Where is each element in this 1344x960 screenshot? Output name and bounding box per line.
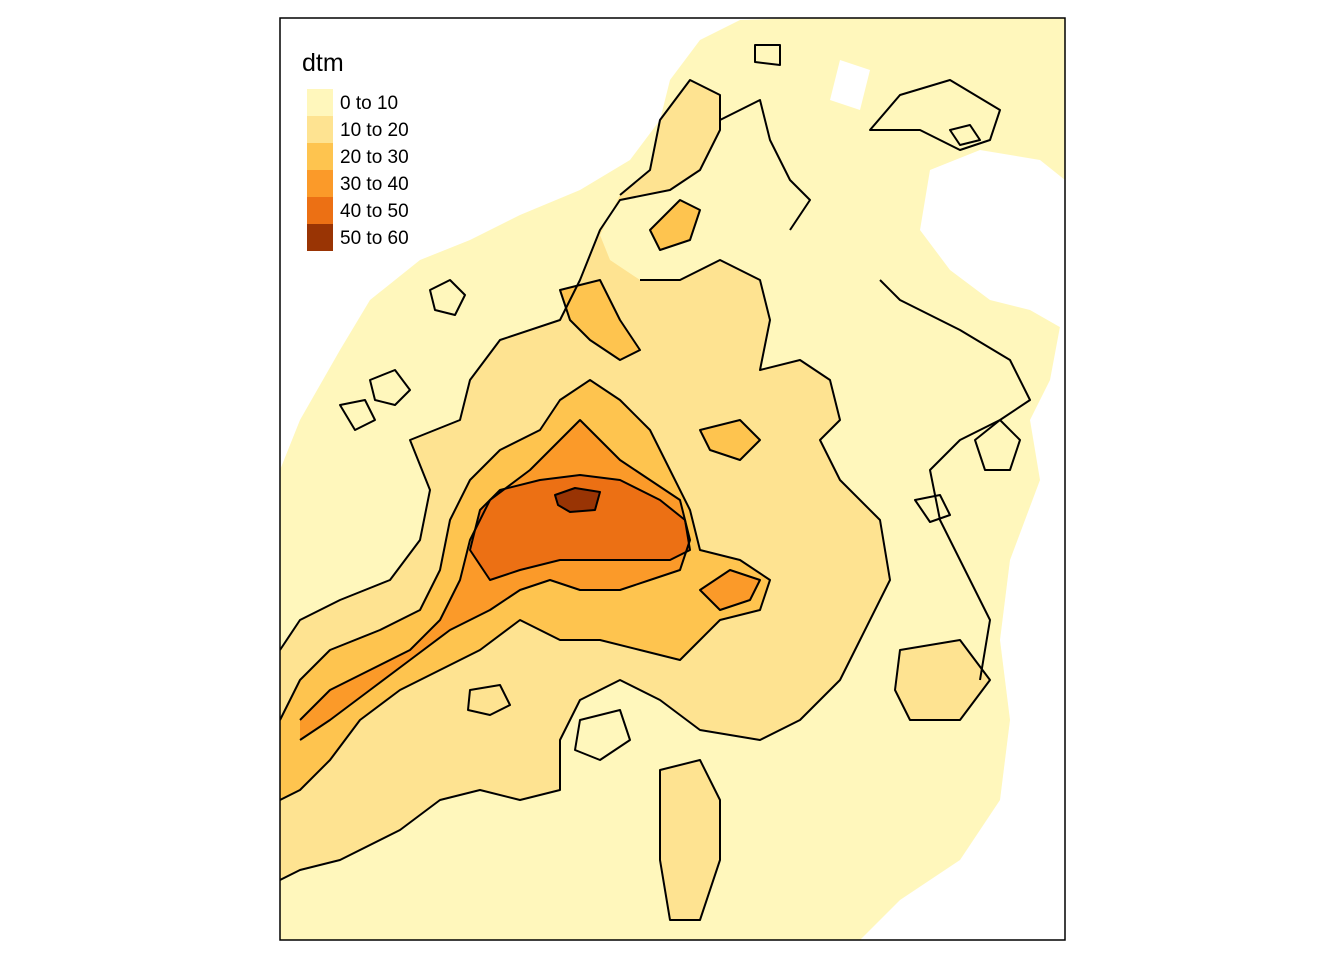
legend-label: 20 to 30: [340, 147, 409, 168]
water-inlet: [920, 150, 1065, 330]
legend-label: 30 to 40: [340, 174, 409, 195]
legend-items: 0 to 10 10 to 20 20 to 30 30 to 40 40 to 50 5…: [307, 89, 409, 251]
legend-title: dtm: [302, 49, 344, 77]
elevation-band-50-60: [555, 488, 600, 512]
legend-swatch: [307, 197, 333, 224]
legend-swatch: [307, 170, 333, 197]
legend-swatch: [307, 224, 333, 251]
elevation-band-40-50: [470, 475, 690, 580]
map-frame: [279, 17, 1066, 941]
legend-swatch: [307, 89, 333, 116]
legend-swatch: [307, 143, 333, 170]
contour-lines: [280, 44, 1031, 921]
water-bay: [830, 60, 870, 110]
legend-swatch: [307, 116, 333, 143]
map-panel: [280, 18, 1065, 940]
legend-label: 0 to 10: [340, 93, 398, 114]
legend-label: 40 to 50: [340, 201, 409, 222]
legend-label: 10 to 20: [340, 120, 409, 141]
legend: dtm 0 to 10 10 to 20 20 to 30 30 to 40 40 to…: [302, 49, 409, 251]
legend-label: 50 to 60: [340, 228, 409, 249]
